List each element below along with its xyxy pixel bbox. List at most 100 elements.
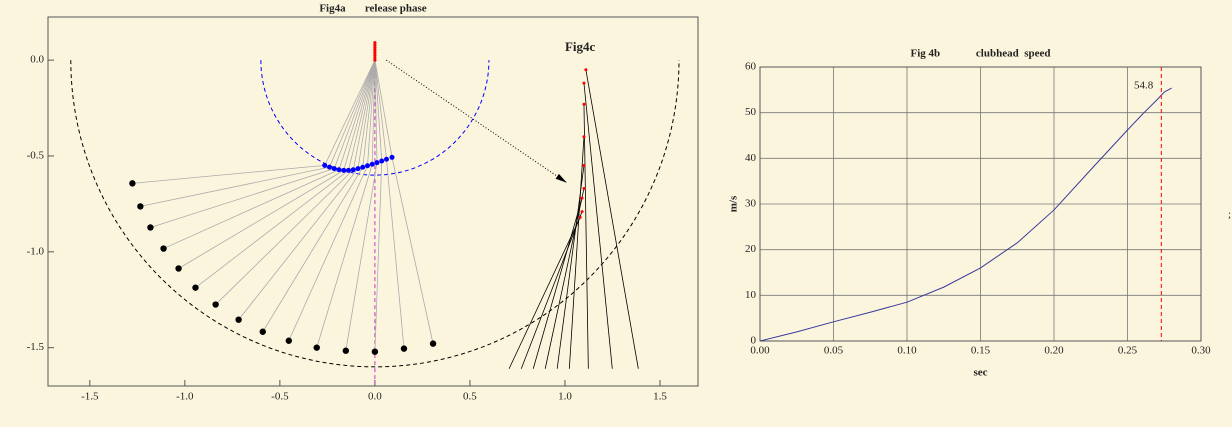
- club-tip: [582, 135, 586, 139]
- point: [331, 166, 337, 172]
- shaft-line: [262, 167, 364, 332]
- point: [147, 224, 154, 231]
- y-tick-label: 50: [745, 106, 757, 118]
- point: [342, 347, 350, 354]
- reference-arc: [70, 60, 680, 367]
- arm-line: [362, 60, 376, 168]
- point: [374, 160, 380, 166]
- point: [212, 301, 219, 308]
- club-tip: [578, 215, 582, 219]
- arm-line: [352, 60, 376, 170]
- y-tick-label: -1.0: [27, 245, 45, 257]
- club-line: [583, 83, 613, 369]
- x-tick-label: 0.20: [1044, 345, 1064, 357]
- arm-line: [343, 60, 376, 171]
- point: [400, 345, 408, 352]
- arm-line: [329, 59, 376, 168]
- shaft-line: [391, 157, 434, 344]
- point: [235, 316, 242, 323]
- arm-line: [374, 60, 387, 160]
- x-tick-label: 0.30: [1191, 345, 1211, 357]
- shaft-line: [150, 168, 335, 228]
- point: [160, 245, 167, 252]
- point: [175, 265, 182, 272]
- y-tick-label: 20: [745, 243, 757, 255]
- club-line: [544, 188, 585, 369]
- club-tip: [580, 210, 584, 214]
- club-line: [520, 211, 583, 369]
- point: [259, 328, 266, 335]
- club-line: [583, 104, 589, 369]
- shaft-line: [132, 164, 325, 184]
- club-tip: [582, 164, 586, 168]
- x-tick-label: 0.15: [971, 345, 991, 357]
- point: [350, 167, 356, 173]
- club-tip: [584, 68, 588, 72]
- x-tick-label: 1.5: [653, 391, 667, 403]
- shaft-line: [195, 170, 349, 288]
- y-tick-label: 0.0: [30, 54, 44, 66]
- point: [341, 167, 347, 173]
- club-tip: [582, 81, 586, 85]
- x-tick-label: 0.10: [897, 345, 917, 357]
- x-tick-label: 0.05: [824, 345, 844, 357]
- arm-line: [338, 60, 376, 170]
- series-line: [759, 87, 1172, 342]
- y-tick-label: 60: [745, 61, 757, 73]
- arm-line: [367, 60, 376, 166]
- point: [336, 167, 342, 173]
- x-axis-label: sec: [973, 367, 987, 379]
- arm-line: [348, 60, 376, 171]
- point: [429, 340, 437, 347]
- inset-title: Fig4c: [565, 39, 596, 54]
- point: [389, 154, 395, 160]
- x-tick-label: 0.0: [368, 391, 382, 403]
- club-line: [585, 69, 639, 369]
- shaft-line: [386, 159, 405, 349]
- x-tick-label: -0.5: [271, 391, 289, 403]
- x-tick-label: 1.0: [558, 391, 572, 403]
- point: [383, 156, 389, 162]
- point: [326, 164, 332, 170]
- shaft-line: [178, 170, 344, 269]
- y-tick-label: -0.5: [27, 150, 45, 162]
- x-tick-label: -1.0: [176, 391, 194, 403]
- x-tick-label: -1.5: [81, 391, 99, 403]
- arrow-head: [555, 173, 567, 183]
- arm-line: [374, 60, 378, 163]
- chart-title: Fig4a release phase: [319, 3, 426, 15]
- x-tick-label: 0.00: [750, 345, 770, 357]
- shaft-line: [288, 165, 368, 341]
- point: [345, 167, 351, 173]
- club-line: [568, 136, 585, 369]
- y-tick-label: 40: [745, 152, 757, 164]
- point: [129, 180, 136, 187]
- shaft-line: [345, 162, 378, 351]
- point: [322, 162, 328, 168]
- club-tip: [582, 187, 586, 191]
- arm-line: [374, 60, 393, 158]
- point: [373, 58, 377, 62]
- club-line: [556, 165, 585, 369]
- point: [137, 203, 144, 210]
- shaft-line: [316, 164, 373, 348]
- y-tick-label: 0: [751, 335, 757, 347]
- point: [373, 48, 377, 52]
- club-tip: [582, 102, 586, 106]
- point: [373, 51, 377, 55]
- output-mark: ;: [1228, 209, 1231, 221]
- shaft-line: [215, 169, 354, 305]
- point: [313, 344, 320, 351]
- point: [373, 46, 377, 50]
- point: [373, 43, 377, 47]
- y-axis-label: m/s: [728, 195, 740, 212]
- arm-line: [374, 60, 383, 161]
- point: [373, 41, 377, 45]
- chart-title: Fig 4b clubhead speed: [911, 48, 1051, 60]
- point: [373, 53, 377, 57]
- arm-line: [324, 59, 376, 166]
- point: [373, 56, 377, 60]
- point: [379, 158, 385, 164]
